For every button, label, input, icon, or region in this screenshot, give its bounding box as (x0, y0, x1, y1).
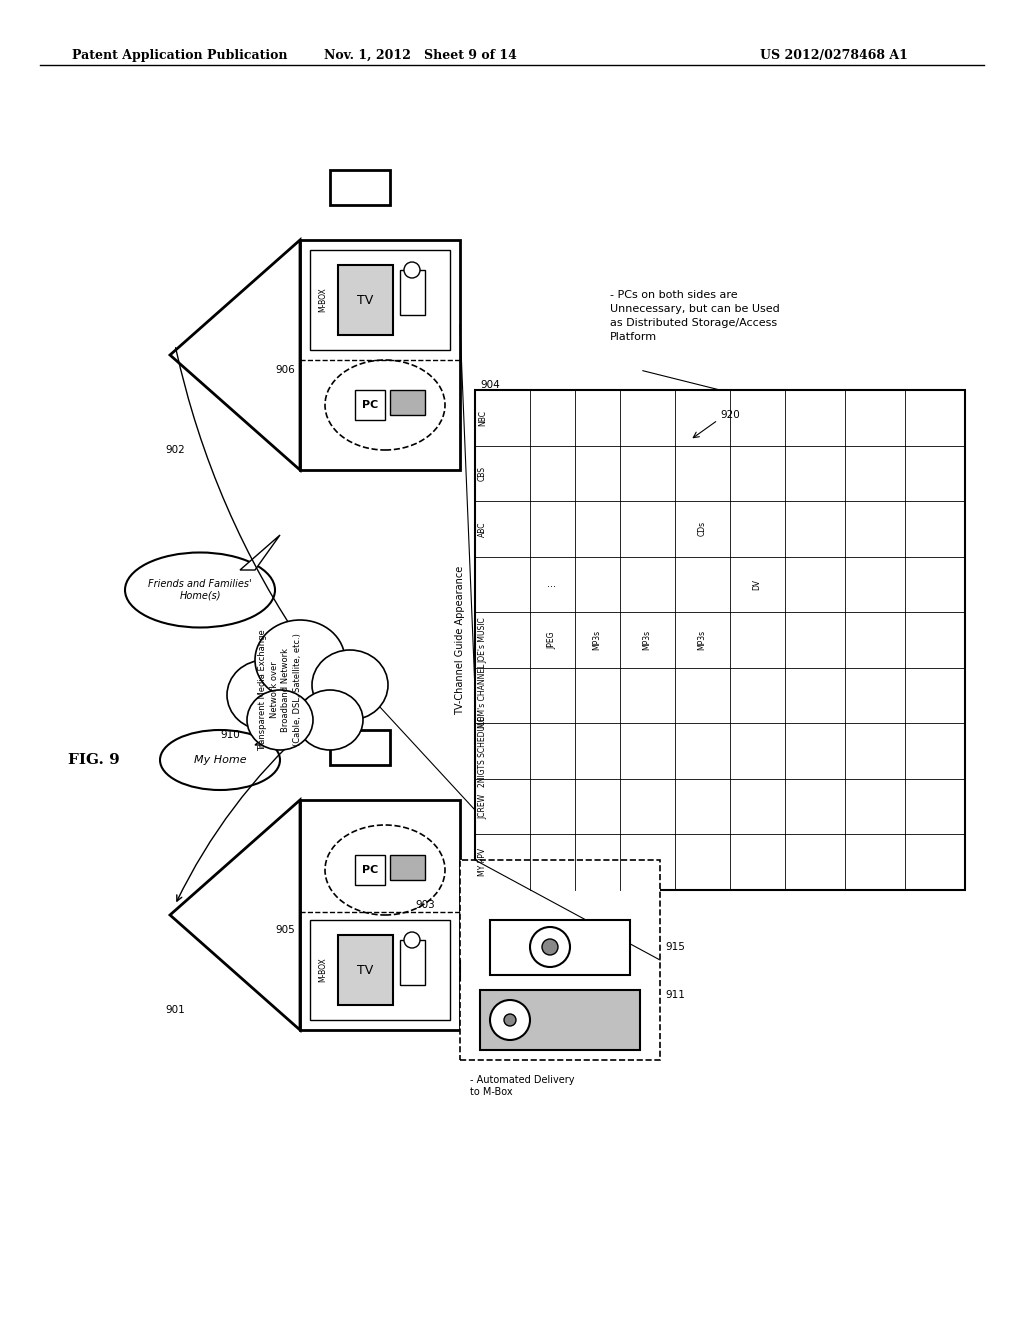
Circle shape (530, 927, 570, 968)
Text: TV: TV (357, 293, 373, 306)
Bar (390, 855, 425, 880)
Text: TV-Channel Guide Appearance: TV-Channel Guide Appearance (455, 565, 465, 714)
Ellipse shape (312, 649, 388, 719)
Text: FIG. 9: FIG. 9 (68, 752, 120, 767)
Text: Transparent Media Exchange
Network over
Broadband Network
(Cable, DSL, Satellite: Transparent Media Exchange Network over … (258, 630, 302, 751)
Ellipse shape (125, 553, 275, 627)
Bar (390, 389, 425, 414)
Text: MY PPV: MY PPV (478, 849, 487, 876)
Bar (490, 920, 630, 975)
Text: 905: 905 (275, 925, 295, 935)
Bar (330, 730, 390, 766)
Text: MP3s: MP3s (593, 630, 601, 649)
Text: TV: TV (357, 964, 373, 977)
Text: - Automated Delivery
to M-Box: - Automated Delivery to M-Box (470, 1074, 574, 1097)
Ellipse shape (255, 620, 345, 700)
Text: CDs: CDs (697, 521, 707, 536)
Circle shape (404, 932, 420, 948)
Bar (300, 240, 460, 470)
Text: 911: 911 (665, 990, 685, 1001)
Text: ...: ... (548, 579, 556, 590)
Text: 910: 910 (220, 730, 240, 741)
Bar (355, 389, 385, 420)
Text: M-BOX: M-BOX (318, 957, 328, 982)
Text: ABC: ABC (478, 521, 487, 537)
Polygon shape (170, 240, 300, 470)
Bar (310, 249, 450, 350)
Polygon shape (255, 719, 285, 744)
Text: CBS: CBS (478, 466, 487, 480)
Bar (400, 271, 425, 315)
Ellipse shape (227, 660, 303, 730)
Text: 904: 904 (480, 380, 500, 389)
Polygon shape (240, 535, 280, 570)
Text: PC: PC (361, 400, 378, 411)
Text: Friends and Families'
Home(s): Friends and Families' Home(s) (148, 579, 252, 601)
Bar (355, 855, 385, 884)
Text: My Home: My Home (194, 755, 247, 766)
Ellipse shape (160, 730, 280, 789)
Bar (338, 935, 393, 1005)
Bar (480, 990, 640, 1049)
Ellipse shape (297, 690, 362, 750)
Text: 902: 902 (165, 445, 184, 455)
Text: MP3s: MP3s (642, 630, 651, 649)
Text: 2NIGTS SCHEDULE: 2NIGTS SCHEDULE (478, 715, 487, 787)
Text: JCREW: JCREW (478, 795, 487, 820)
Text: M-BOX: M-BOX (318, 288, 328, 313)
Text: MP3s: MP3s (697, 630, 707, 649)
Polygon shape (170, 800, 300, 1030)
Text: MOM's CHANNEL: MOM's CHANNEL (478, 664, 487, 727)
Text: JOE's MUSIC: JOE's MUSIC (478, 618, 487, 663)
Text: Nov. 1, 2012   Sheet 9 of 14: Nov. 1, 2012 Sheet 9 of 14 (324, 49, 516, 62)
Text: JPEG: JPEG (548, 631, 556, 648)
Bar (338, 265, 393, 335)
Text: 903: 903 (415, 900, 435, 909)
Circle shape (504, 1014, 516, 1026)
Bar (475, 389, 965, 890)
Bar (400, 940, 425, 985)
Circle shape (404, 261, 420, 279)
Text: 920: 920 (720, 411, 739, 420)
Text: - PCs on both sides are
Unnecessary, but can be Used
as Distributed Storage/Acce: - PCs on both sides are Unnecessary, but… (610, 290, 779, 342)
Text: PC: PC (361, 865, 378, 875)
Circle shape (542, 939, 558, 954)
Text: NBC: NBC (478, 409, 487, 426)
Text: Patent Application Publication: Patent Application Publication (72, 49, 288, 62)
Ellipse shape (325, 360, 445, 450)
Ellipse shape (247, 690, 313, 750)
Bar (310, 920, 450, 1020)
Text: US 2012/0278468 A1: US 2012/0278468 A1 (760, 49, 908, 62)
Bar (300, 800, 460, 1030)
Text: 901: 901 (165, 1005, 184, 1015)
Text: DV: DV (753, 579, 762, 590)
Bar (330, 170, 390, 205)
Text: 915: 915 (665, 942, 685, 952)
Text: 906: 906 (275, 366, 295, 375)
Circle shape (490, 1001, 530, 1040)
Ellipse shape (325, 825, 445, 915)
Bar (460, 861, 660, 1060)
